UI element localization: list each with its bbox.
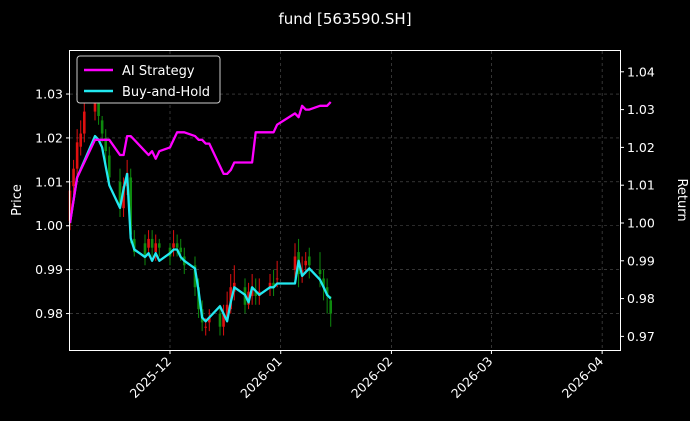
candle-body xyxy=(329,300,333,314)
candle-body xyxy=(325,287,329,296)
candle-body xyxy=(204,326,208,328)
x-tick-label: 2026-02 xyxy=(348,354,396,402)
right-tick-label: 1.01 xyxy=(627,178,655,193)
candle-body xyxy=(104,137,108,152)
x-tick-label: 2026-04 xyxy=(559,353,607,401)
buy-and-hold-line xyxy=(68,134,332,323)
candle-body xyxy=(222,313,225,327)
x-tick-label: 2026-03 xyxy=(448,354,496,402)
candle-body xyxy=(172,243,175,248)
legend-label-ai-strategy: AI Strategy xyxy=(122,64,195,79)
ai-strategy-line xyxy=(68,101,332,224)
right-tick-label: 1.00 xyxy=(627,215,655,230)
series-lines xyxy=(68,101,332,323)
left-tick-label: 1.02 xyxy=(35,130,63,145)
candle-body xyxy=(225,304,229,318)
candle-body xyxy=(318,269,322,275)
candle-body xyxy=(254,291,258,296)
candle-body xyxy=(293,256,297,270)
candle-body xyxy=(118,181,122,204)
candle-body xyxy=(154,243,158,253)
candle-body xyxy=(179,247,183,253)
right-tick-label: 0.99 xyxy=(627,253,655,268)
left-tick-label: 1.03 xyxy=(35,87,63,102)
candle-body xyxy=(272,282,275,288)
right-tick-label: 1.02 xyxy=(627,140,655,155)
candle-body xyxy=(304,260,308,266)
right-tick-label: 1.03 xyxy=(627,102,655,117)
candle-body xyxy=(307,256,311,266)
candle-body xyxy=(143,243,147,257)
right-axis-label: Return xyxy=(674,178,689,221)
candle-body xyxy=(322,278,325,288)
candle-body xyxy=(268,282,272,288)
left-tick-label: 1.00 xyxy=(35,218,63,233)
legend: AI Strategy Buy-and-Hold xyxy=(76,55,221,104)
left-tick-label: 0.98 xyxy=(35,306,63,321)
left-tick-label: 1.01 xyxy=(35,174,63,189)
candle-body xyxy=(72,168,75,187)
candle-body xyxy=(79,133,83,147)
candle-body xyxy=(93,98,97,112)
candle-body xyxy=(107,155,111,178)
x-axis: 2025-12 2026-01 2026-02 2026-03 2026-04 xyxy=(127,350,607,402)
candle-body xyxy=(207,317,211,323)
x-tick-label: 2025-12 xyxy=(127,354,175,402)
candle-body xyxy=(150,238,154,248)
left-tick-label: 0.99 xyxy=(35,262,63,277)
chart-title: fund [563590.SH] xyxy=(278,10,411,28)
candle-body xyxy=(132,238,136,253)
right-tick-label: 1.04 xyxy=(627,64,655,79)
candle-body xyxy=(175,243,179,248)
legend-label-buy-and-hold: Buy-and-Hold xyxy=(122,85,210,100)
candle-body xyxy=(100,120,104,134)
x-tick-label: 2026-01 xyxy=(237,354,285,402)
candle-body xyxy=(193,265,197,288)
candle-body xyxy=(157,243,161,248)
candle-body xyxy=(82,111,86,134)
plot-frame xyxy=(69,50,621,351)
left-y-axis: 0.98 0.99 1.00 1.01 1.02 1.03 xyxy=(35,87,70,321)
candle-body xyxy=(97,102,100,116)
right-tick-label: 0.98 xyxy=(627,291,655,306)
candle-body xyxy=(129,177,133,235)
left-axis-label: Price xyxy=(10,184,25,216)
candle-body xyxy=(122,186,125,209)
candle-body xyxy=(75,142,79,169)
candle-body xyxy=(275,278,279,280)
candle-body xyxy=(147,238,150,248)
right-tick-label: 0.97 xyxy=(627,329,655,344)
right-y-axis: 0.97 0.98 0.99 1.00 1.01 1.02 1.03 1.04 xyxy=(620,64,655,344)
candle-body xyxy=(218,313,222,327)
